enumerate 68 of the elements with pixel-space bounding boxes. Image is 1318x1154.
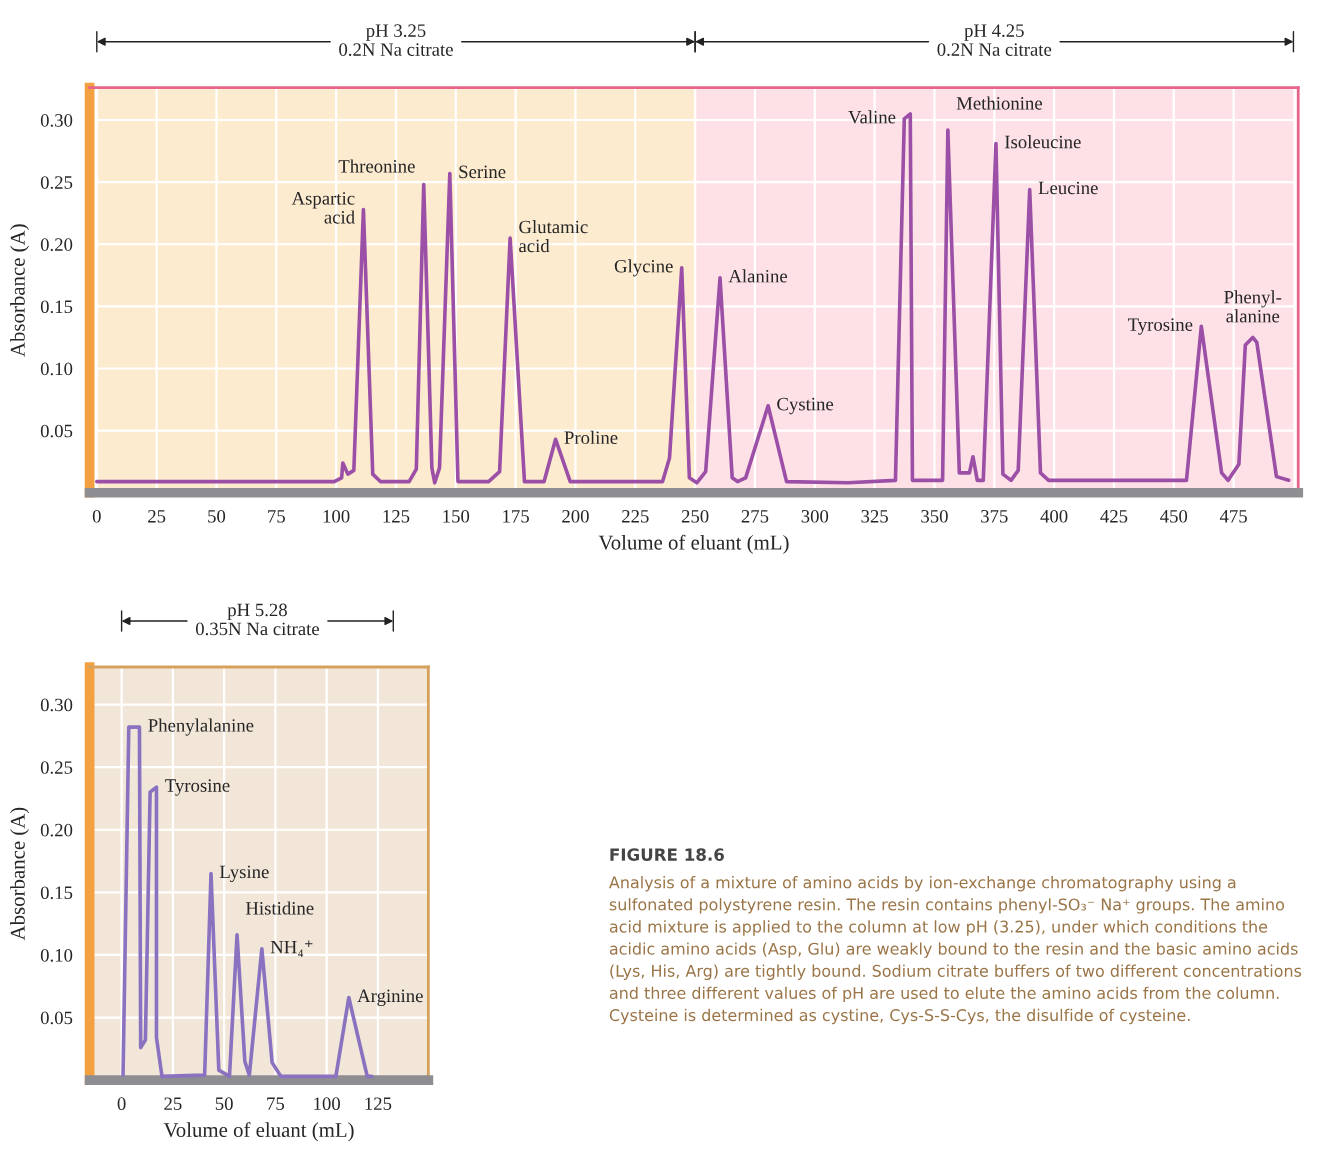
- annotation: NH₄⁺: [270, 940, 313, 957]
- annotation: Cystine: [777, 397, 834, 415]
- annotation: Phenyl- alanine: [1224, 290, 1282, 323]
- x-axis-title: Volume of eluant (mL): [598, 534, 789, 554]
- annotation: Valine: [848, 110, 896, 124]
- y-tick-label: 0.25: [40, 761, 73, 774]
- y-tick-label: 0.10: [40, 362, 73, 376]
- y-tick-label: 0.25: [40, 176, 73, 189]
- x-tick-label: 75: [267, 1097, 285, 1111]
- x-tick-label: 225: [622, 510, 649, 523]
- x-tick-label: 450: [1160, 509, 1188, 523]
- annotation: Glycine: [614, 259, 673, 277]
- annotation: Threonine: [338, 159, 415, 173]
- annotation: Methionine: [956, 96, 1042, 110]
- text: Analysis of a mixture of amino acids by ion-exchange chromatography using a sulfonated polystyrene resin. The resin contains phenyl-SO₃⁻ Na⁺ groups. The amino acid mixture is applied to the column at low pH (3.25), under which conditions the acidic amino acids (Asp, Glu) are weakly bound to the resin and the basic amino acids (Lys, His, Arg) are tightly bound. Sodium citrate buffers of two different concentrations and three different values of pH are used to elute the amino acids from the column. Cysteine is determined as cystine, Cys-S-S-Cys, the disulfide of cysteine.: [609, 876, 1302, 1025]
- annotation: Lysine: [219, 865, 269, 883]
- caption: FIGURE 18.6: [610, 848, 724, 861]
- x-tick-label: 300: [801, 509, 829, 523]
- x-tick-label: 75: [268, 510, 285, 523]
- x-tick-label: 50: [208, 509, 226, 523]
- x-tick-label: 325: [861, 510, 888, 523]
- x-tick-label: 0: [117, 1097, 126, 1111]
- y-tick-label: 0.20: [40, 823, 73, 837]
- x-tick-label: 200: [562, 509, 589, 523]
- annotation: Serine: [459, 165, 506, 179]
- x-tick-label: 125: [383, 510, 410, 523]
- y-axis-title: Absorbance (A): [10, 807, 30, 941]
- annotation: Arginine: [357, 989, 423, 1007]
- annotation: Alanine: [728, 269, 788, 283]
- annotation: Leucine: [1038, 181, 1098, 195]
- annotation: Phenylalanine: [148, 718, 254, 736]
- line-series: [94, 111, 1291, 485]
- annotation: Isoleucine: [1004, 135, 1081, 149]
- x-tick-label: 375: [981, 510, 1008, 523]
- x-tick-label: 350: [921, 509, 948, 523]
- x-tick-label: 25: [164, 1097, 182, 1111]
- annotation: Proline: [564, 430, 618, 445]
- x-tick-label: 250: [681, 509, 709, 523]
- y-tick-label: 0.30: [40, 698, 73, 712]
- x-tick-label: 175: [503, 510, 529, 523]
- x-tick-label: 25: [148, 510, 166, 523]
- y-tick-label: 0.15: [40, 886, 73, 900]
- annotation: Tyrosine: [1127, 318, 1193, 335]
- y-tick-label: 0.10: [40, 948, 73, 962]
- y-tick-label: 0.05: [40, 424, 73, 438]
- y-tick-label: 0.20: [40, 238, 73, 252]
- x-tick-label: 125: [365, 1097, 392, 1111]
- x-tick-label: 100: [314, 1097, 340, 1111]
- annotation: Glutamic acid: [519, 220, 588, 253]
- x-tick-label: 425: [1100, 510, 1128, 523]
- text: pH 5.28 0.35N Na citrate: [195, 603, 320, 636]
- band-label: pH 4.25 0.2N Na citrate: [937, 24, 1052, 56]
- annotation: Tyrosine: [165, 779, 230, 796]
- band-label: pH 3.25 0.2N Na citrate: [339, 24, 453, 56]
- y-tick-label: 0.15: [40, 300, 73, 314]
- x-axis-title: Volume of eluant (mL): [163, 1122, 354, 1142]
- annotation: Aspartic acid: [291, 192, 355, 224]
- x-tick-label: 100: [323, 509, 350, 523]
- y-tick-label: 0.05: [40, 1011, 73, 1025]
- x-tick-label: 150: [443, 509, 470, 523]
- y-tick-label: 0.30: [40, 114, 73, 127]
- x-tick-label: 475: [1219, 510, 1247, 523]
- annotation: Histidine: [245, 901, 314, 915]
- y-axis-title: Absorbance (A): [10, 224, 30, 357]
- x-tick-label: 0: [92, 509, 101, 523]
- x-tick-label: 50: [215, 1097, 233, 1111]
- x-tick-label: 275: [741, 510, 769, 523]
- x-tick-label: 400: [1040, 509, 1068, 523]
